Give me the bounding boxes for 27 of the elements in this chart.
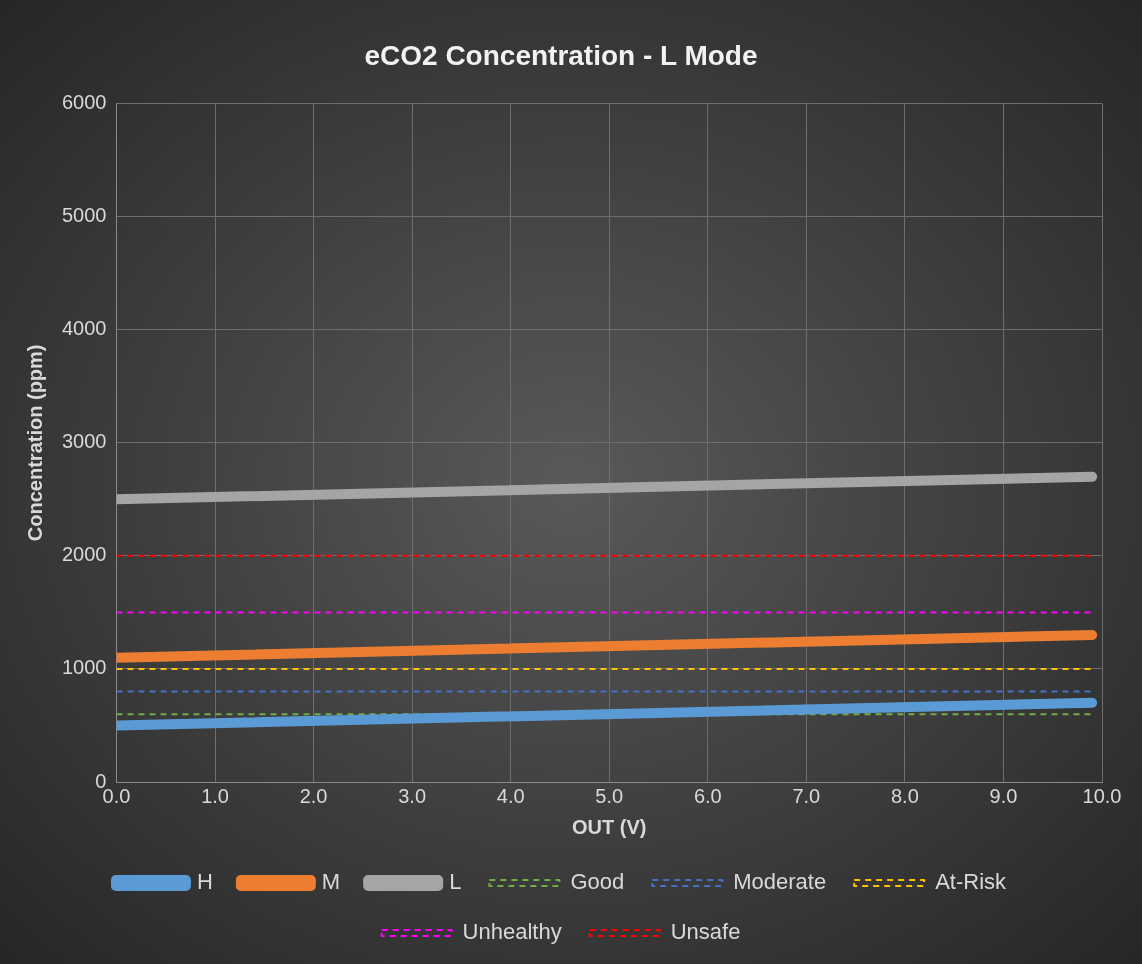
y-axis-title: Concentration (ppm) <box>23 344 46 542</box>
x-tick-label: 7.0 <box>792 784 821 807</box>
legend-label: M <box>321 869 341 895</box>
x-tick-label: 9.0 <box>989 784 1018 807</box>
x-tick-label: 10.0 <box>1082 784 1122 807</box>
x-tick-label: 2.0 <box>299 784 328 807</box>
x-axis-title: OUT (V) <box>572 815 647 838</box>
x-tick-label: 8.0 <box>890 784 919 807</box>
legend-label: At-Risk <box>935 869 1008 895</box>
legend-label: Unhealthy <box>462 919 562 945</box>
legend-label: Unsafe <box>670 919 741 945</box>
x-tick-label: 6.0 <box>693 784 722 807</box>
legend-label: H <box>196 869 213 895</box>
chart-title: eCO2 Concentration - L Mode <box>364 39 758 71</box>
legend-label: L <box>449 869 462 895</box>
x-tick-label: 5.0 <box>595 784 624 807</box>
legend-label: Good <box>570 869 625 895</box>
y-tick-label: 4000 <box>61 317 107 340</box>
x-tick-label: 1.0 <box>201 784 229 807</box>
y-tick-label: 1000 <box>61 656 107 679</box>
x-tick-label: 4.0 <box>496 784 525 807</box>
x-tick-label: 3.0 <box>398 784 427 807</box>
legend-label: Moderate <box>733 869 827 895</box>
y-tick-label: 3000 <box>61 430 107 453</box>
y-tick-label: 2000 <box>61 543 107 566</box>
y-tick-label: 5000 <box>61 204 107 227</box>
y-tick-label: 6000 <box>61 91 107 114</box>
